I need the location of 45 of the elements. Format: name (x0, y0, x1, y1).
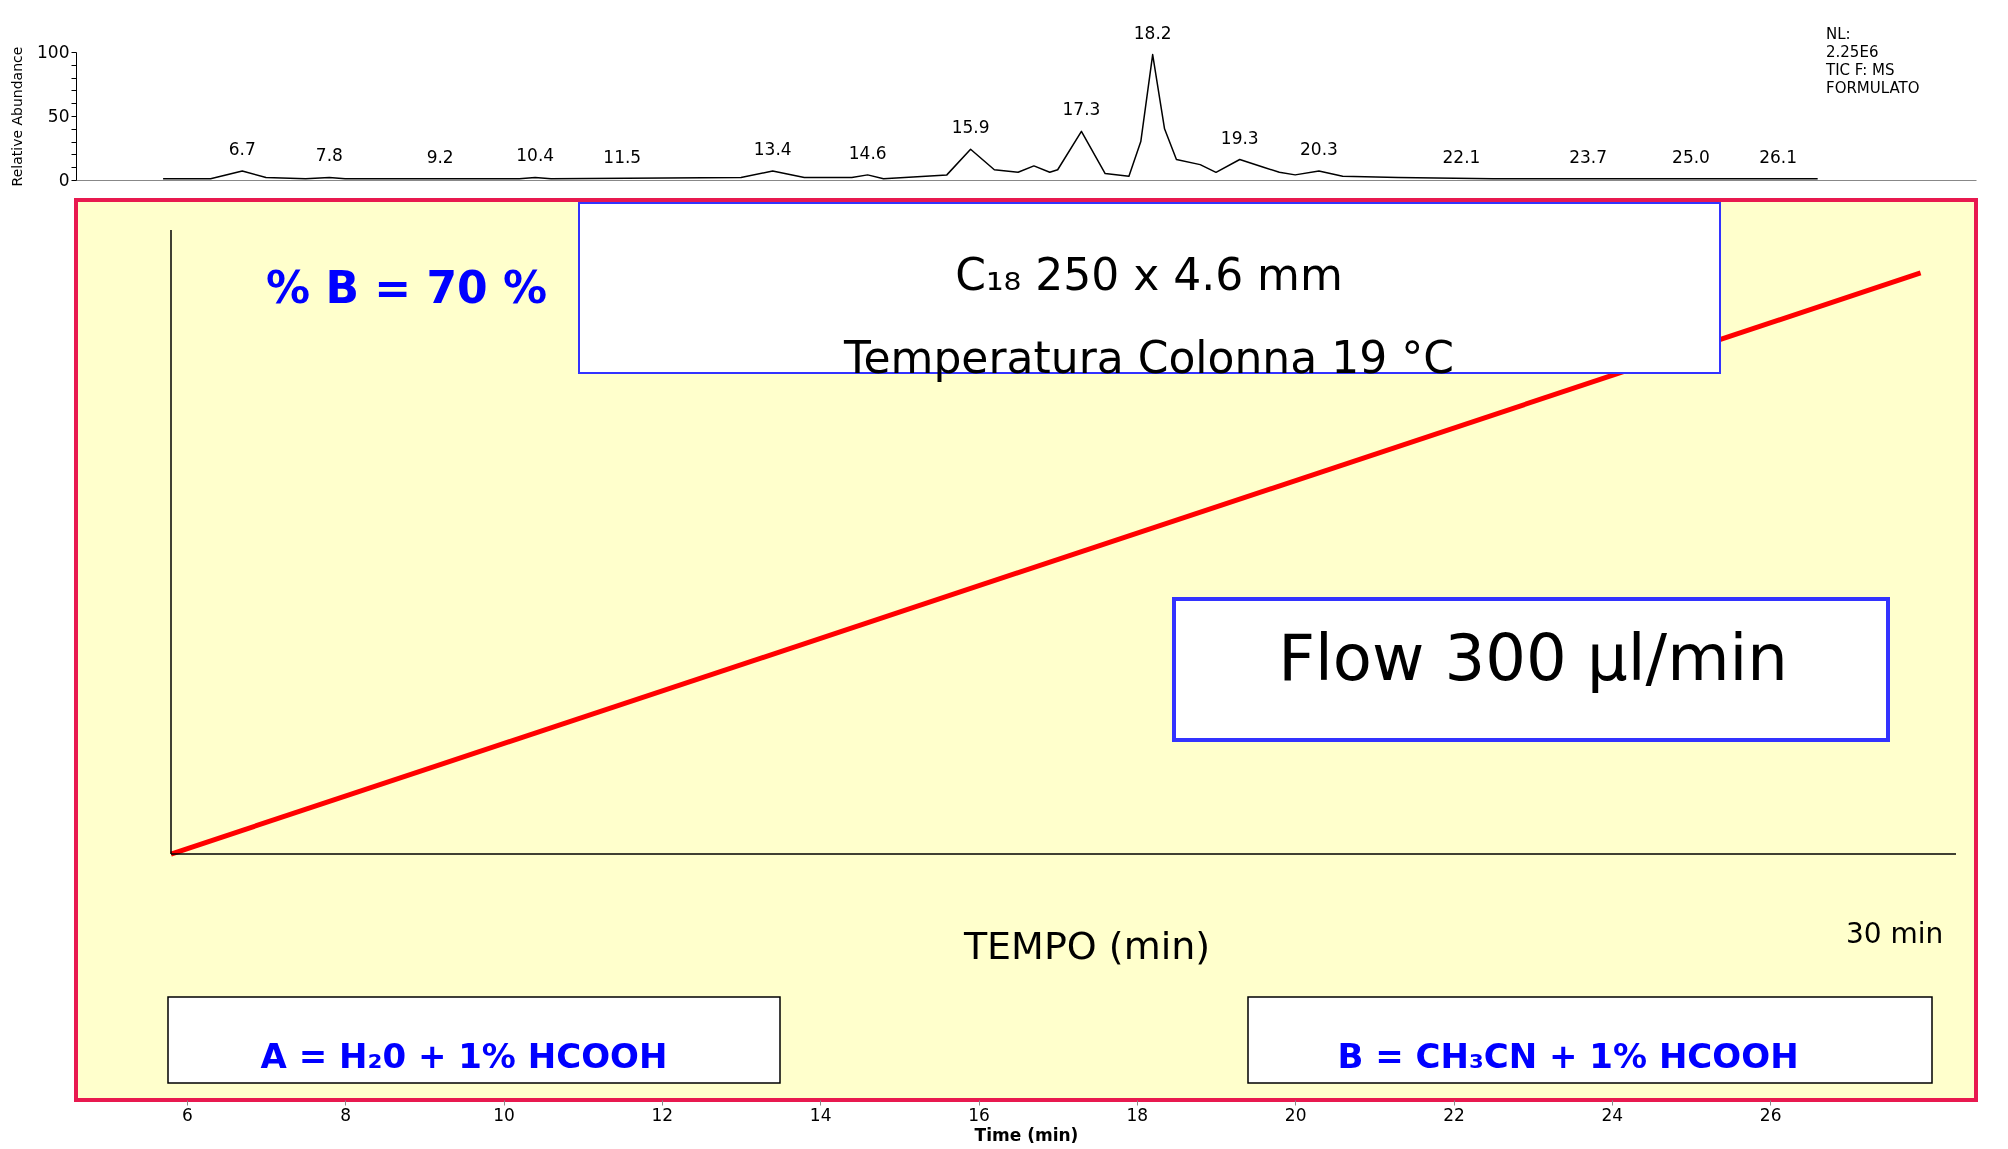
annotation: 2.25E6 (1826, 43, 1879, 61)
annotation: 20.3 (1299, 139, 1338, 160)
annotation: 22.1 (1442, 146, 1481, 167)
annotation: 17.3 (1062, 99, 1101, 120)
annotation: % B = 70 % (266, 262, 548, 313)
line-series (162, 53, 1819, 180)
annotation: 6.7 (228, 139, 256, 160)
annotation: 15.9 (951, 117, 990, 138)
x-tick-label: 24 (1601, 1104, 1624, 1125)
y-tick-label: 100 (37, 41, 70, 62)
y-axis-title: Relative Abundance (9, 46, 26, 187)
text: NL: (1826, 25, 1851, 43)
x-tick-label: 12 (651, 1104, 674, 1125)
x-tick-label: 20 (1284, 1104, 1307, 1125)
annotation: Flow 300 µl/min (1278, 621, 1788, 695)
annotation: FORMULATO (1826, 79, 1920, 97)
annotation: 7.8 (315, 145, 343, 166)
annotation: 19.3 (1220, 127, 1259, 148)
text: B = CH₃CN + 1% HCOOH (1337, 1036, 1799, 1076)
annotation: TIC F: MS (1825, 61, 1895, 79)
annotation: 25.0 (1672, 146, 1710, 167)
annotation: 9.2 (426, 146, 454, 167)
y-tick-label: 50 (47, 105, 70, 126)
annotation: 14.6 (848, 142, 887, 163)
text: 30 min (1846, 917, 1944, 950)
x-tick-label: 8 (340, 1104, 352, 1125)
x-tick-label: 26 (1759, 1104, 1782, 1125)
annotation: Temperatura Colonna 19 °C (843, 332, 1454, 383)
x-tick-label: 22 (1443, 1104, 1465, 1125)
annotation: C₁₈ 250 x 4.6 mm (955, 249, 1343, 300)
annotation: 13.4 (753, 139, 792, 160)
annotation: 26.1 (1759, 146, 1798, 167)
annotation: 23.7 (1569, 146, 1608, 167)
x-tick-label: 10 (493, 1104, 515, 1125)
text: TEMPO (min) (962, 924, 1211, 968)
x-tick-label: 18 (1126, 1104, 1149, 1125)
text: A = H₂0 + 1% HCOOH (260, 1036, 668, 1076)
y-tick-label: 0 (58, 169, 70, 190)
x-tick-label: 6 (181, 1104, 193, 1125)
x-axis-title: Time (min) (974, 1124, 1079, 1145)
annotation: 11.5 (603, 146, 642, 167)
x-tick-label: 16 (968, 1104, 990, 1125)
annotation: 18.2 (1133, 22, 1172, 43)
annotation: 10.4 (516, 145, 555, 166)
x-tick-label: 14 (809, 1104, 832, 1125)
